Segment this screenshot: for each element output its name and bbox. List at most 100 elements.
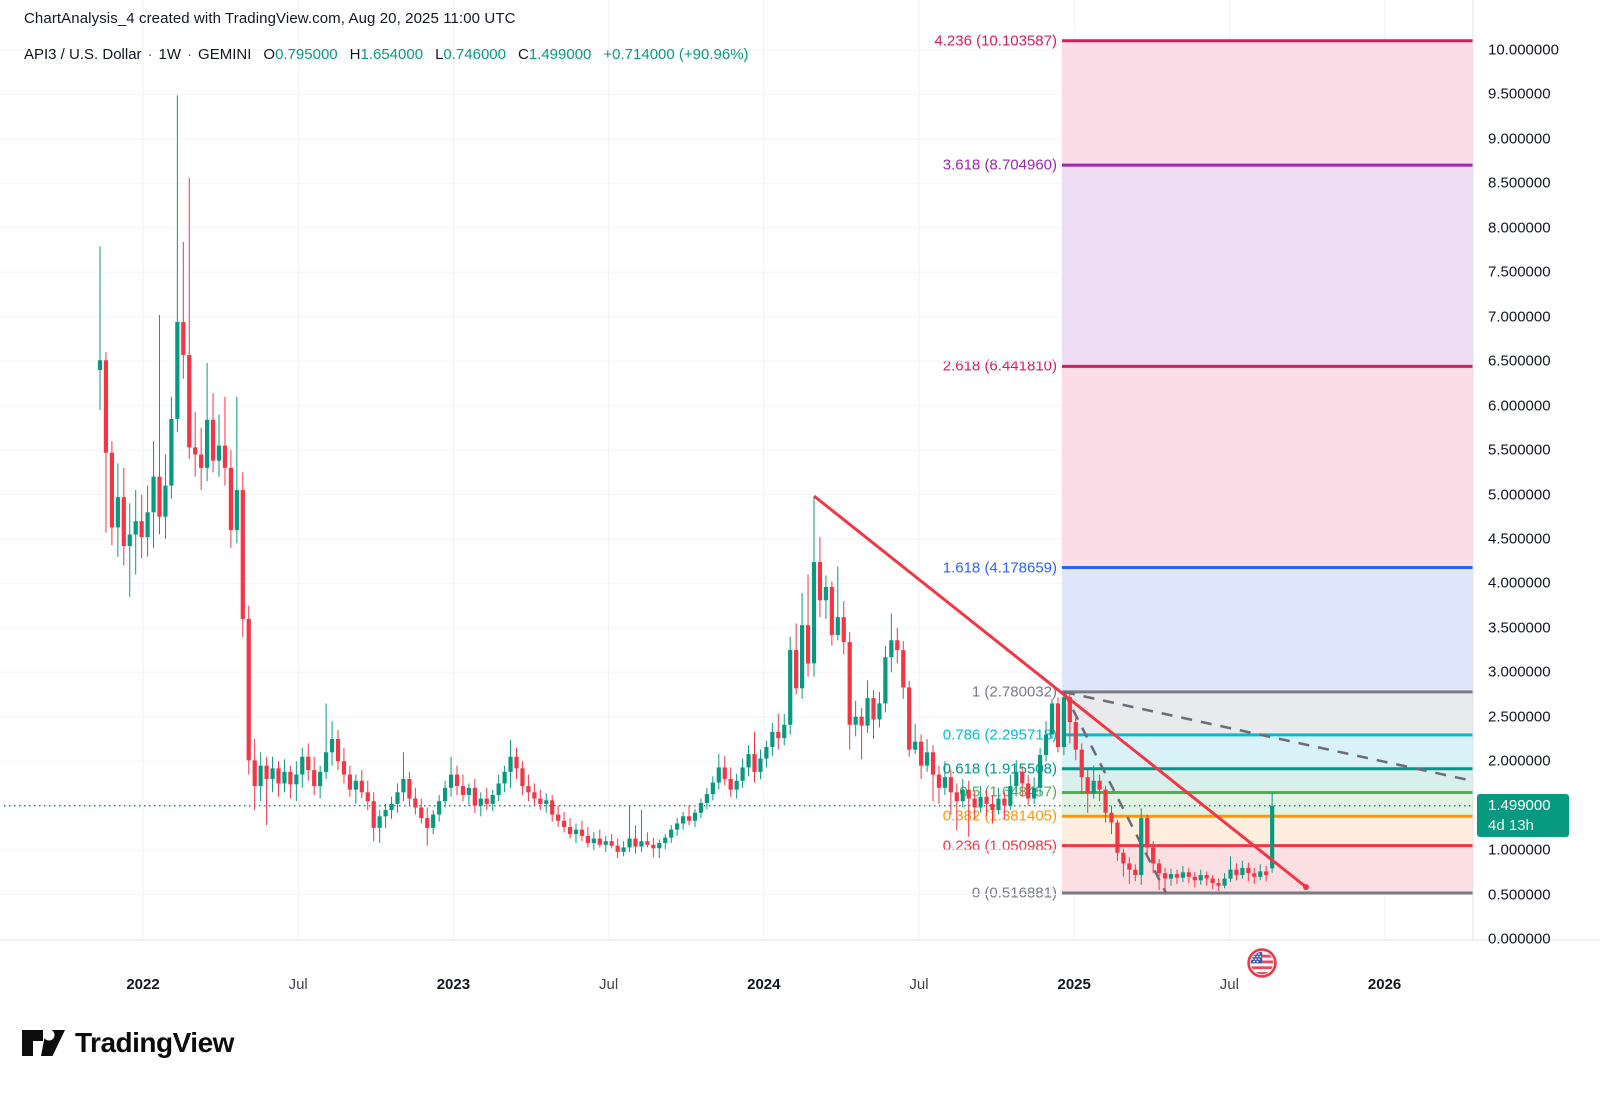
candle-body [460,786,466,795]
candle-body [1020,771,1025,784]
price-axis-label: 5.000000 [1488,486,1551,503]
candle-body [264,765,269,779]
price-axis-label: 8.500000 [1488,174,1551,192]
candle-body [210,419,216,461]
candle-body [758,758,763,772]
candle-body [395,792,400,804]
interval-label[interactable]: 1W [158,46,182,63]
candle-body [645,841,650,845]
price-axis-label: 9.500000 [1488,85,1551,103]
trend-line-endpoint [1303,884,1309,890]
candle-body [151,476,156,513]
candle-body [764,746,769,759]
fib-level-label: 1 (2.780032) [971,683,1057,701]
candle-body [443,787,448,802]
candle-body [704,794,709,803]
candle-body [865,698,870,726]
candle-body [347,774,352,790]
candle-body [1198,874,1203,881]
candle-body [97,360,103,371]
candle-body [847,642,852,725]
tradingview-wordmark: TradingView [75,1027,234,1058]
candle-body [1246,867,1251,874]
candle-body [312,770,317,787]
candle-body [484,798,489,804]
fib-band [1062,691,1473,735]
candle-body [633,838,638,847]
candle-body [835,617,840,635]
candle-body [901,650,906,688]
candle-body [175,322,180,419]
candle-body [698,802,704,813]
candle-body [942,777,947,788]
time-axis-label: 2022 [126,976,160,993]
candle-body [157,476,162,517]
trend-line [813,494,1307,889]
candle-body [663,837,668,843]
candle-body [692,812,698,821]
candle-body [1204,874,1209,879]
candle-body [573,829,579,835]
candle-body [1186,872,1191,877]
candle-body [1145,818,1150,848]
time-axis-label: 2023 [436,976,471,993]
candle-body [216,445,222,461]
candle-body [966,789,971,799]
candle-body [675,823,680,830]
candle-body [193,447,198,455]
candle-body [597,838,602,845]
candle-body [246,618,251,761]
candle-body [1043,734,1049,755]
tradingview-logo[interactable]: TradingView [22,1024,234,1062]
symbol-name[interactable]: API3 / U.S. Dollar [24,46,142,63]
candle-body [734,780,739,790]
candle-body [603,841,608,845]
candle-body [1115,822,1120,853]
candle-body [954,792,959,802]
candle-body [1085,777,1090,794]
candle-body [341,761,347,775]
candle-body [496,783,501,795]
candle-body [1174,874,1180,878]
candle-body [1180,872,1185,878]
price-axis-label: 0.000000 [1488,930,1551,948]
exchange-label[interactable]: GEMINI [198,46,252,63]
candle-body [1079,749,1084,778]
fib-band [1062,734,1473,769]
separator-dot: · [147,46,153,63]
candle-body [1073,722,1078,750]
candle-body [800,625,805,689]
candle-body [199,454,204,468]
candle-body [502,771,507,784]
candle-body [258,765,263,787]
candle-body [1049,703,1055,735]
fib-dashed-line [1062,691,1168,894]
candle-body [1133,869,1138,875]
candle-body [139,521,144,538]
candle-body [567,826,573,835]
symbol-legend[interactable]: API3 / U.S. Dollar · 1W · GEMINI O0.795000 H1.… [24,46,749,63]
candle-body [1216,882,1221,886]
candle-body [686,816,692,821]
candle-body [1061,697,1066,747]
separator-dot: · [187,46,193,63]
candle-body [252,760,257,787]
candle-body [371,801,376,828]
candle-body [829,586,834,635]
candle-body [930,752,936,775]
candle-body [1151,847,1156,864]
candle-body [776,731,781,739]
candle-body [907,687,912,750]
candle-body [526,786,531,793]
candle-body [621,847,626,852]
open-value: O0.795000 [263,46,338,63]
candle-body [413,798,418,808]
candle-body [1127,863,1132,870]
candle-body [1103,789,1108,813]
price-axis-label: 0.500000 [1488,886,1551,904]
candle-body [895,640,900,651]
candle-body [329,738,335,753]
